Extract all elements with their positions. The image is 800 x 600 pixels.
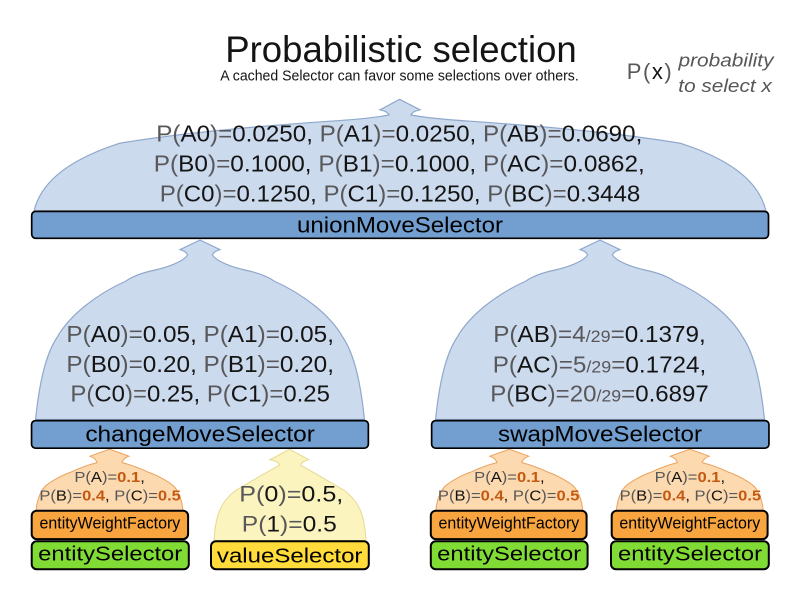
svg-text:P(A)=0.1,: P(A)= 0.1, (74, 470, 144, 486)
svg-text:P(BC)=20/29=0.6897: P(BC)=20/29=0.6897 (490, 380, 709, 406)
svg-text:P(B)=0.4, P(C)=0.5: P(B)= 0.4, P(C)= 0.5 (438, 489, 580, 505)
svg-text:P(C0)=0.1250, P(C1)=0.1250, P(: P(C0)=0.1250, P(C1)=0.1250, P(BC)=0.3448 (160, 180, 641, 206)
svg-text:P(B)=0.4, P(C)=0.5: P(B)= 0.4, P(C)= 0.5 (620, 489, 762, 505)
svg-text:Probabilistic selection: Probabilistic selection (225, 28, 577, 70)
svg-text:unionMoveSelector: unionMoveSelector (297, 212, 503, 237)
svg-text:P(1)=0.5: P(1)=0.5 (242, 512, 337, 537)
svg-text:P(B0)=0.1000, P(B1)=0.1000, P(: P(B0)=0.1000, P(B1)=0.1000, P(AC)=0.0862… (154, 150, 645, 176)
svg-text:P(B0)=0.20, P(B1)=0.20,: P(B0)=0.20, P(B1)=0.20, (66, 351, 334, 377)
svg-text:P(AC)=5/29=0.1724,: P(AC)=5/29=0.1724, (493, 351, 707, 377)
svg-text:entitySelector: entitySelector (618, 544, 762, 566)
svg-text:P(A0)=0.0250, P(A1)=0.0250, P(: P(A0)=0.0250, P(A1)=0.0250, P(AB)=0.0690… (156, 120, 642, 146)
svg-text:P(A)=0.1,: P(A)= 0.1, (474, 470, 545, 486)
svg-text:probability: probability (677, 50, 775, 71)
svg-text:P(A)=0.1,: P(A)= 0.1, (655, 470, 726, 486)
svg-text:P(B)=0.4, P(C)=0.5: P(B)= 0.4, P(C)= 0.5 (39, 489, 181, 505)
svg-text:P(A0)=0.05, P(A1)=0.05,: P(A0)=0.05, P(A1)=0.05, (66, 321, 334, 347)
svg-text:valueSelector: valueSelector (217, 545, 363, 567)
svg-text:A cached Selector can favor so: A cached Selector can favor some selecti… (220, 68, 579, 84)
svg-text:P(C0)=0.25, P(C1)=0.25: P(C0)=0.25, P(C1)=0.25 (70, 381, 330, 407)
svg-text:changeMoveSelector: changeMoveSelector (85, 421, 315, 446)
svg-text:P(x): P(x) (627, 59, 672, 84)
svg-text:entityWeightFactory: entityWeightFactory (439, 514, 581, 532)
svg-text:P(0)=0.5,: P(0)= 0.5, (239, 481, 343, 506)
svg-text:swapMoveSelector: swapMoveSelector (498, 421, 702, 446)
svg-text:entitySelector: entitySelector (38, 544, 182, 566)
svg-text:to select x: to select x (678, 75, 772, 96)
svg-text:entityWeightFactory: entityWeightFactory (619, 514, 761, 532)
svg-text:P(AB)=4/29=0.1379,: P(AB)=4/29=0.1379, (493, 321, 706, 347)
svg-text:entityWeightFactory: entityWeightFactory (40, 514, 182, 532)
svg-text:entitySelector: entitySelector (437, 544, 581, 566)
